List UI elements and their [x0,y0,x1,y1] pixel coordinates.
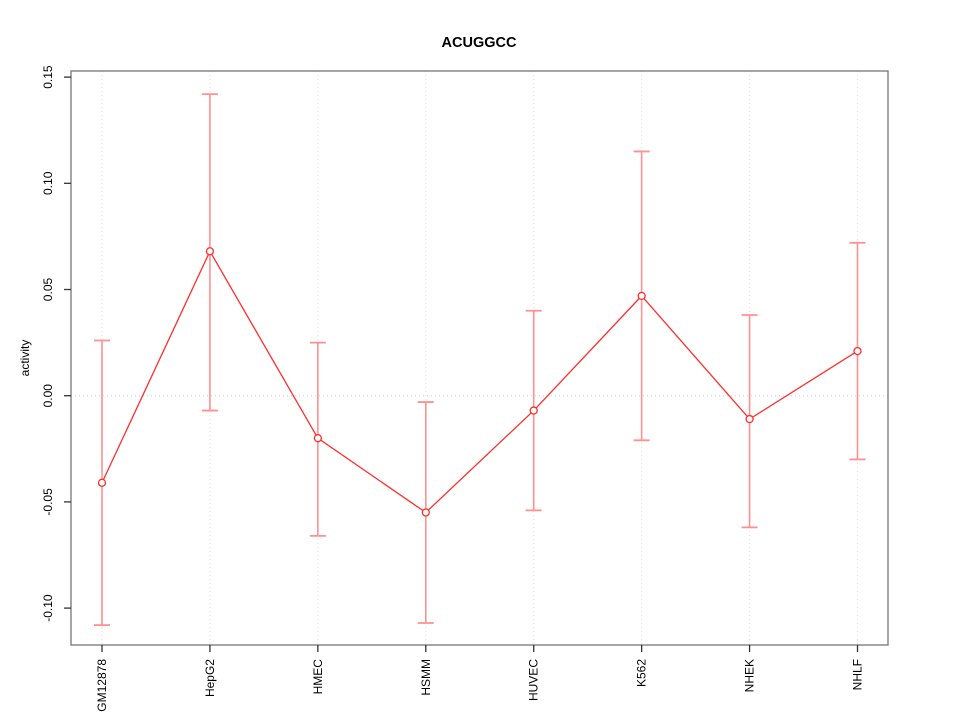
y-tick-label: 0.10 [41,171,55,195]
x-tick-label: K562 [635,659,649,687]
plot-box [70,70,889,646]
x-tick-label: HMEC [311,659,325,695]
y-tick-label: 0.00 [41,384,55,408]
grid-layer [71,71,888,645]
data-point [745,414,754,424]
y-axis-label: activity [18,340,32,377]
data-point [529,406,538,415]
data-point [421,508,430,517]
data-point [853,346,862,356]
data-point [313,434,323,443]
data-point [637,291,646,301]
y-tick-label: -0.05 [41,488,55,516]
x-tick-label: HepG2 [203,659,217,697]
x-tick-label: NHLF [851,659,865,690]
data-series-layer [94,93,866,626]
data-point [205,247,215,256]
x-tick-label: HUVEC [527,659,541,701]
y-tick-label: 0.15 [41,65,55,89]
chart-title: ACUGGCC [442,35,517,51]
y-tick-label: -0.10 [41,594,55,622]
x-tick-label: HSMM [419,659,433,696]
series-line [101,249,858,514]
x-tick-label: GM12878 [95,659,109,712]
y-tick-label: 0.05 [41,277,55,301]
data-point [97,478,107,487]
x-tick-label: NHEK [743,659,757,692]
axis-layer: -0.10 -0.05 0.00 0.05 0.10 0.15 GM12878 HepG2 HM… [41,65,889,712]
